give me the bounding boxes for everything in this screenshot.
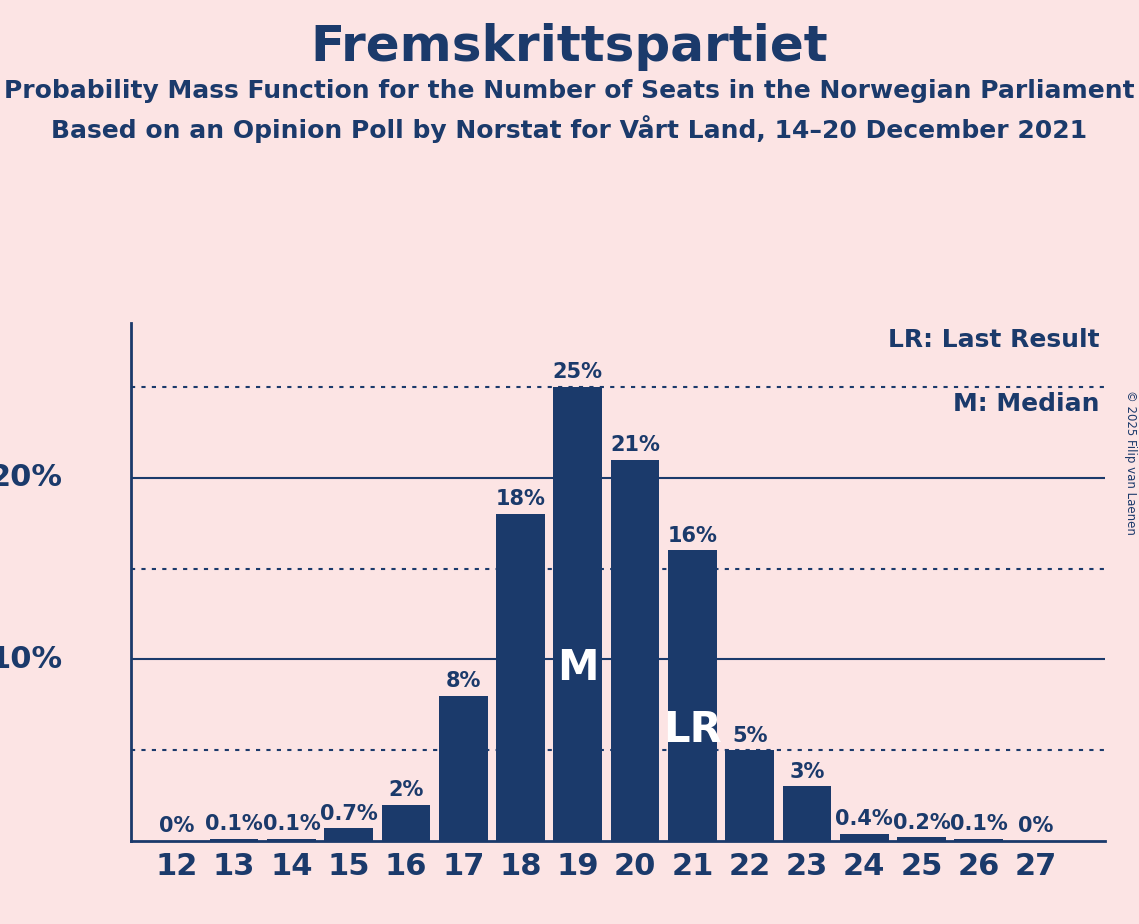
Bar [554,387,603,841]
Text: © 2025 Filip van Laenen: © 2025 Filip van Laenen [1124,390,1137,534]
Bar [782,786,831,841]
Text: 8%: 8% [445,671,481,691]
Bar [439,696,487,841]
Text: 0.1%: 0.1% [950,814,1008,834]
Bar [839,833,888,841]
Text: 16%: 16% [667,526,718,546]
Text: LR: LR [663,710,722,751]
Bar [382,805,431,841]
Text: 5%: 5% [732,725,768,746]
Text: 25%: 25% [552,362,603,383]
Bar [669,551,716,841]
Text: 18%: 18% [495,490,546,509]
Text: 0.2%: 0.2% [893,813,950,833]
Bar [325,828,372,841]
Text: 3%: 3% [789,761,825,782]
Text: Fremskrittspartiet: Fremskrittspartiet [311,23,828,71]
Bar [726,750,775,841]
Text: 10%: 10% [0,645,63,674]
Bar [898,837,945,841]
Bar [267,839,316,841]
Text: 2%: 2% [388,780,424,800]
Text: 0%: 0% [159,816,195,836]
Text: 0.4%: 0.4% [835,809,893,829]
Text: 0.1%: 0.1% [205,814,263,834]
Text: Probability Mass Function for the Number of Seats in the Norwegian Parliament: Probability Mass Function for the Number… [5,79,1134,103]
Text: 0%: 0% [1018,816,1054,836]
Bar [954,839,1003,841]
Text: M: Median: M: Median [952,392,1099,416]
Text: 0.1%: 0.1% [262,814,320,834]
Text: M: M [557,648,599,689]
Text: Based on an Opinion Poll by Norstat for Vårt Land, 14–20 December 2021: Based on an Opinion Poll by Norstat for … [51,116,1088,143]
Text: 0.7%: 0.7% [320,804,377,823]
Text: 21%: 21% [611,435,659,455]
Text: LR: Last Result: LR: Last Result [887,328,1099,352]
Text: 20%: 20% [0,463,63,492]
Bar [497,514,544,841]
Bar [611,459,659,841]
Bar [210,839,259,841]
